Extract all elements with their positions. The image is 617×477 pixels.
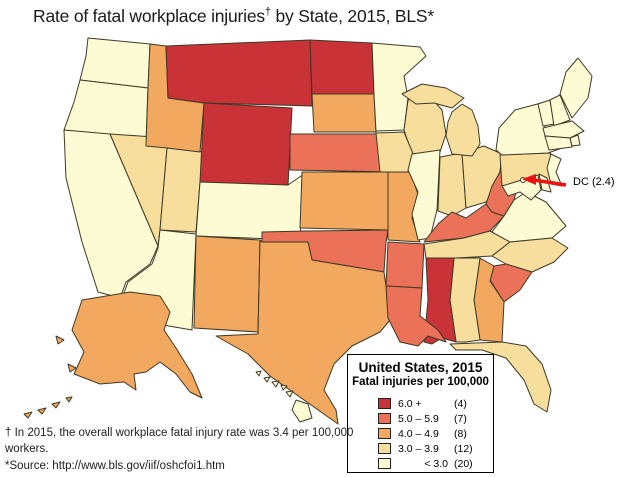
legend-label: < 3.0 (424, 457, 448, 470)
state-va (491, 191, 567, 243)
legend-count: (7) (454, 412, 467, 425)
state-miup (401, 83, 465, 109)
island-ak-1 (67, 363, 77, 373)
state-nc (491, 237, 569, 273)
legend-count: (4) (454, 397, 467, 410)
legend-subtitle: Fatal injuries per 100,000 (352, 375, 489, 388)
legend-count: (8) (454, 427, 467, 440)
island-ak-3 (37, 407, 47, 415)
state-ma (542, 120, 585, 139)
legend-swatch-cat0 (378, 458, 391, 470)
legend-row-cat0: < 3.0 (20) (378, 456, 493, 471)
state-nd (309, 39, 375, 95)
island-hi-9 (280, 384, 288, 391)
legend-label: 6.0 + (398, 397, 422, 410)
state-ar (385, 241, 425, 289)
legend-swatch-cat3 (378, 443, 391, 455)
legend-row-cat4: 4.0 – 4.9 (8) (378, 426, 493, 441)
island-ak-4 (51, 401, 61, 409)
island-ak-0 (55, 335, 65, 345)
island-ak-2 (23, 411, 33, 419)
state-ks (299, 171, 391, 231)
dc-annotation-label: DC (2.4) (573, 176, 615, 188)
legend-row-cat5: 5.0 – 5.9 (7) (378, 411, 493, 426)
legend-box: United States, 2015 Fatal injuries per 1… (347, 354, 494, 473)
legend-swatch-cat4 (378, 428, 391, 440)
state-ak (71, 291, 203, 399)
state-wa (79, 37, 151, 89)
state-hi (291, 399, 313, 423)
state-sd (311, 93, 377, 133)
title-suffix: by State, 2015, BLS* (270, 6, 435, 26)
footnote-dagger: † In 2015, the overall workplace fatal i… (5, 427, 354, 455)
legend-swatch-cat6 (378, 398, 391, 410)
state-me (559, 57, 593, 119)
island-hi-10 (285, 390, 294, 398)
state-la (385, 285, 447, 347)
state-wy (199, 102, 293, 187)
island-hi-7 (263, 376, 271, 383)
legend-title: United States, 2015 (358, 360, 483, 375)
dc-arrow-shaft (533, 178, 567, 187)
legend-label: 3.0 – 3.9 (398, 442, 439, 455)
legend-count: (12) (454, 442, 473, 455)
state-ct (544, 135, 573, 151)
title-prefix: Rate of fatal workplace injuries (33, 6, 265, 26)
state-fl (449, 341, 552, 413)
title-dagger-superscript: † (264, 6, 271, 19)
legend-row-cat6: 6.0 + (4) (378, 396, 493, 411)
state-in (437, 152, 467, 217)
state-mi (445, 103, 481, 157)
state-nm (193, 235, 261, 333)
dc-arrow-head (522, 174, 536, 185)
state-il (407, 149, 441, 241)
legend-count: (20) (454, 457, 473, 470)
footnote-source: *Source: http://www.bls.gov/iif/oshcfoi1… (5, 460, 225, 472)
island-hi-6 (255, 370, 262, 377)
legend-rows: 6.0 + (4) 5.0 – 5.9 (7) 4.0 – 4.9 (8) 3.0 – 3.… (378, 396, 493, 471)
legend-label: 4.0 – 4.9 (398, 427, 439, 440)
legend-swatch-cat5 (378, 413, 391, 425)
island-ak-5 (65, 396, 73, 403)
page-title: Rate of fatal workplace injuries† by Sta… (33, 6, 434, 27)
state-tx (215, 239, 391, 425)
state-mt (165, 39, 313, 107)
legend-label: 5.0 – 5.9 (398, 412, 439, 425)
island-hi-8 (271, 380, 280, 388)
state-nh (549, 94, 571, 127)
legend-row-cat3: 3.0 – 3.9 (12) (378, 441, 493, 456)
